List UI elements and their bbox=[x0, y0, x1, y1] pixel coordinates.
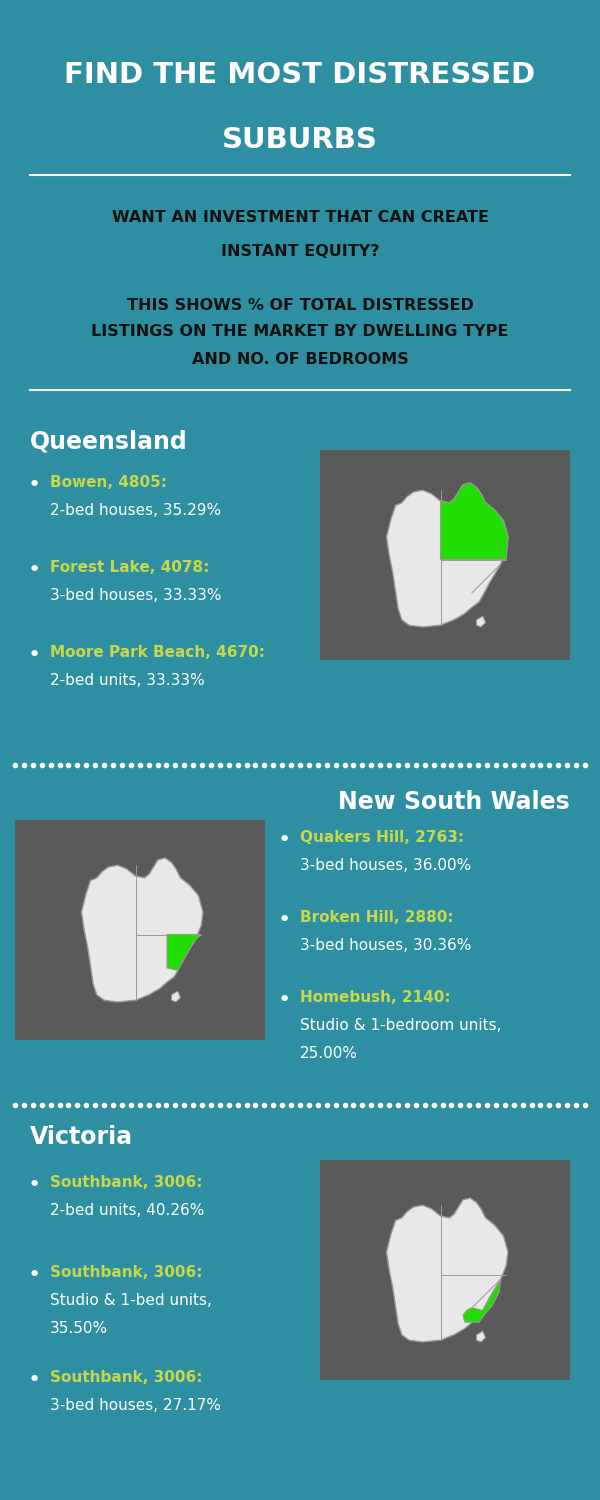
Text: 3-bed houses, 30.36%: 3-bed houses, 30.36% bbox=[300, 938, 472, 952]
Text: Studio & 1-bedroom units,: Studio & 1-bedroom units, bbox=[300, 1019, 502, 1034]
Text: Southbank, 3006:: Southbank, 3006: bbox=[50, 1174, 203, 1190]
Text: 3-bed houses, 36.00%: 3-bed houses, 36.00% bbox=[300, 858, 471, 873]
Polygon shape bbox=[167, 934, 201, 970]
Text: •: • bbox=[28, 1264, 41, 1286]
Text: •: • bbox=[28, 560, 41, 580]
Text: Southbank, 3006:: Southbank, 3006: bbox=[50, 1370, 203, 1384]
Text: Southbank, 3006:: Southbank, 3006: bbox=[50, 1264, 203, 1280]
FancyBboxPatch shape bbox=[320, 450, 570, 660]
FancyBboxPatch shape bbox=[320, 1160, 570, 1380]
Polygon shape bbox=[440, 483, 508, 560]
Text: 3-bed houses, 27.17%: 3-bed houses, 27.17% bbox=[50, 1398, 221, 1413]
Text: •: • bbox=[278, 830, 291, 850]
Polygon shape bbox=[386, 483, 508, 627]
Text: AND NO. OF BEDROOMS: AND NO. OF BEDROOMS bbox=[191, 351, 409, 366]
Text: Homebush, 2140:: Homebush, 2140: bbox=[300, 990, 451, 1005]
Text: THIS SHOWS % OF TOTAL DISTRESSED: THIS SHOWS % OF TOTAL DISTRESSED bbox=[127, 297, 473, 312]
Text: Quakers Hill, 2763:: Quakers Hill, 2763: bbox=[300, 830, 464, 844]
Text: INSTANT EQUITY?: INSTANT EQUITY? bbox=[221, 244, 379, 260]
Text: Forest Lake, 4078:: Forest Lake, 4078: bbox=[50, 560, 209, 574]
Text: Queensland: Queensland bbox=[30, 430, 188, 454]
Text: •: • bbox=[278, 910, 291, 930]
Polygon shape bbox=[386, 1198, 508, 1342]
Polygon shape bbox=[172, 992, 181, 1002]
Text: •: • bbox=[278, 990, 291, 1010]
Text: LISTINGS ON THE MARKET BY DWELLING TYPE: LISTINGS ON THE MARKET BY DWELLING TYPE bbox=[91, 324, 509, 339]
Text: •: • bbox=[28, 1370, 41, 1390]
Text: 35.50%: 35.50% bbox=[50, 1322, 108, 1336]
Text: New South Wales: New South Wales bbox=[338, 790, 570, 814]
Text: SUBURBS: SUBURBS bbox=[222, 126, 378, 154]
Text: WANT AN INVESTMENT THAT CAN CREATE: WANT AN INVESTMENT THAT CAN CREATE bbox=[112, 210, 488, 225]
Text: Victoria: Victoria bbox=[30, 1125, 133, 1149]
Text: Moore Park Beach, 4670:: Moore Park Beach, 4670: bbox=[50, 645, 265, 660]
Text: •: • bbox=[28, 476, 41, 495]
Text: 25.00%: 25.00% bbox=[300, 1046, 358, 1060]
Text: FIND THE MOST DISTRESSED: FIND THE MOST DISTRESSED bbox=[64, 62, 536, 88]
Text: 2-bed houses, 35.29%: 2-bed houses, 35.29% bbox=[50, 503, 221, 518]
Text: Studio & 1-bed units,: Studio & 1-bed units, bbox=[50, 1293, 212, 1308]
Polygon shape bbox=[82, 858, 203, 1002]
Text: Bowen, 4805:: Bowen, 4805: bbox=[50, 476, 167, 490]
Polygon shape bbox=[463, 1280, 501, 1322]
Text: 3-bed houses, 33.33%: 3-bed houses, 33.33% bbox=[50, 588, 221, 603]
Polygon shape bbox=[476, 616, 485, 627]
Text: 2-bed units, 33.33%: 2-bed units, 33.33% bbox=[50, 674, 205, 688]
Text: Broken Hill, 2880:: Broken Hill, 2880: bbox=[300, 910, 454, 926]
Text: •: • bbox=[28, 1174, 41, 1196]
Text: 2-bed units, 40.26%: 2-bed units, 40.26% bbox=[50, 1203, 205, 1218]
Polygon shape bbox=[476, 1330, 485, 1342]
FancyBboxPatch shape bbox=[15, 821, 265, 1040]
Text: •: • bbox=[28, 645, 41, 664]
